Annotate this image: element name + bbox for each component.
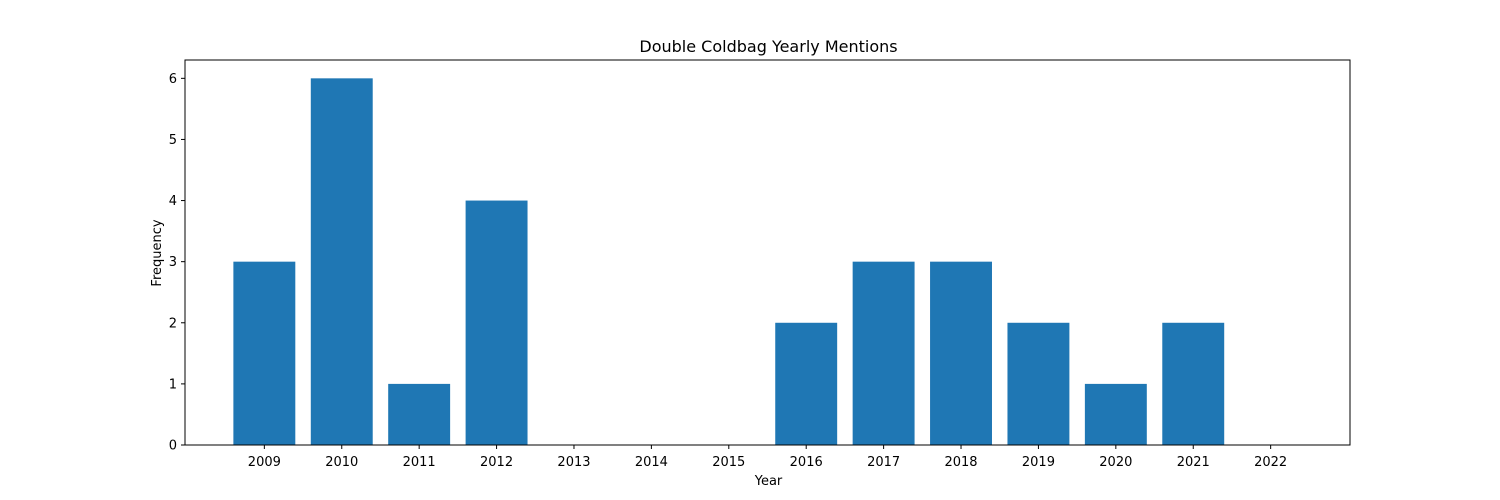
x-tick-label: 2018 <box>944 455 977 470</box>
bar-2020 <box>1084 383 1147 445</box>
y-tick-label: 5 <box>169 133 177 148</box>
x-axis-label: Year <box>754 474 783 489</box>
x-tick-label: 2015 <box>712 455 745 470</box>
bar-2016 <box>775 322 838 445</box>
bars-group <box>233 78 1225 445</box>
bar-2019 <box>1007 322 1070 445</box>
plot-frame <box>184 59 1351 446</box>
y-axis-label: Frequency <box>150 219 165 286</box>
bar-2011 <box>388 383 451 445</box>
y-tick-label: 0 <box>169 439 177 454</box>
bar-2018 <box>930 261 992 445</box>
x-axis-ticks: 2009 2010 2011 2012 2013 2014 2015 2016 2017 2018… <box>248 445 1287 470</box>
bar-2021 <box>1162 322 1225 445</box>
x-tick-label: 2021 <box>1177 455 1210 470</box>
x-tick-label: 2017 <box>867 455 900 470</box>
x-tick-label: 2014 <box>635 455 668 470</box>
y-axis-ticks: 0 1 2 3 4 5 6 <box>169 72 185 454</box>
y-tick-label: 6 <box>169 72 177 87</box>
chart-title: Double Coldbag Yearly Mentions <box>639 37 897 56</box>
bar-2017 <box>852 261 915 445</box>
x-tick-label: 2013 <box>557 455 590 470</box>
x-tick-label: 2016 <box>790 455 823 470</box>
y-tick-label: 1 <box>169 377 177 392</box>
bar-2010 <box>310 78 373 445</box>
y-tick-label: 2 <box>169 316 177 331</box>
x-tick-label: 2022 <box>1254 455 1287 470</box>
y-tick-label: 4 <box>169 194 177 209</box>
y-tick-label: 3 <box>169 255 177 270</box>
bar-2012 <box>465 200 528 445</box>
x-tick-label: 2019 <box>1022 455 1055 470</box>
x-tick-label: 2011 <box>403 455 436 470</box>
x-tick-label: 2020 <box>1099 455 1132 470</box>
x-tick-label: 2010 <box>325 455 358 470</box>
x-tick-label: 2012 <box>480 455 513 470</box>
x-tick-label: 2009 <box>248 455 281 470</box>
bar-2009 <box>233 261 296 445</box>
